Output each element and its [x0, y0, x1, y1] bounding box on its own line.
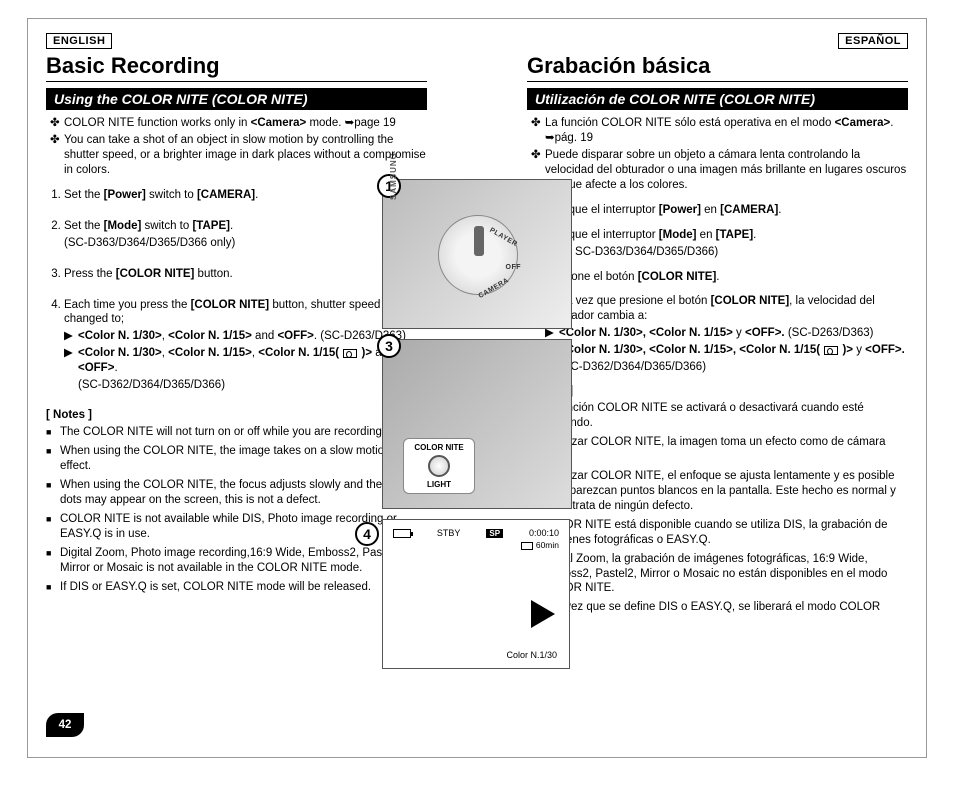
- dial-label-player: PLAYER: [489, 227, 519, 248]
- step-option: <Color N. 1/30>, <Color N. 1/15>, <Color…: [78, 346, 427, 376]
- intro-text: You can take a shot of an object in slow…: [64, 133, 427, 178]
- dial-label-camera: CAMERA: [478, 277, 511, 300]
- step-option: <Color N. 1/30>, <Color N. 1/15>, <Color…: [559, 343, 905, 358]
- title-spanish: Grabación básica: [527, 53, 908, 82]
- notes-list-es: ■La función COLOR NITE se activará o des…: [527, 401, 908, 630]
- step: Set the [Power] switch to [CAMERA].: [64, 188, 427, 203]
- language-tag-english: ENGLISH: [46, 33, 112, 49]
- tape-icon: [521, 542, 533, 550]
- osd-time: 0:00:10: [529, 528, 559, 538]
- note-text: Digital Zoom, la grabación de imágenes f…: [541, 552, 908, 597]
- step-option: <Color N. 1/30>, <Color N. 1/15> and <OF…: [78, 329, 406, 344]
- square-bullet-icon: ■: [46, 444, 60, 474]
- step-option: <Color N. 1/30>, <Color N. 1/15> y <OFF>…: [559, 326, 873, 341]
- intro-text: Puede disparar sobre un objeto a cámara …: [545, 148, 908, 193]
- step-badge: 3: [377, 334, 401, 358]
- figure-column: 1 SAMSUNG PLAYER OFF CAMERA 3 COLOR NITE…: [382, 179, 572, 669]
- title-english: Basic Recording: [46, 53, 427, 82]
- note-text: Al utilizar COLOR NITE, la imagen toma u…: [541, 435, 908, 465]
- step: Coloque el interruptor [Power] en [CAMER…: [545, 203, 908, 218]
- step-note: (SC-D362/D364/D365/D366): [559, 360, 908, 375]
- note-text: When using the COLOR NITE, the focus adj…: [60, 478, 427, 508]
- figure-power-switch: 1 SAMSUNG PLAYER OFF CAMERA: [382, 179, 572, 329]
- square-bullet-icon: ■: [46, 478, 60, 508]
- page-number: 42: [46, 713, 84, 737]
- square-bullet-icon: ■: [46, 546, 60, 576]
- mode-dial-illustration: PLAYER OFF CAMERA: [438, 215, 518, 295]
- figure-color-nite-button: 3 COLOR NITE LIGHT: [382, 339, 572, 509]
- manual-page: ENGLISH Basic Recording Using the COLOR …: [27, 18, 927, 758]
- step-note: (SC-D362/D364/D365/D366): [78, 378, 427, 393]
- osd-top-row: STBY SP 0:00:10: [393, 528, 559, 538]
- step: Presione el botón [COLOR NITE].: [545, 270, 908, 285]
- intro-bullets-en: ✤ COLOR NITE function works only in <Cam…: [50, 116, 427, 178]
- language-tag-spanish: ESPAÑOL: [838, 33, 908, 49]
- steps-list-en: Set the [Power] switch to [CAMERA]. Set …: [64, 188, 427, 393]
- osd-sp-badge: SP: [486, 529, 503, 538]
- brand-label: SAMSUNG: [389, 152, 398, 200]
- step-note: (SC-D363/D364/D365/D366 only): [64, 236, 427, 251]
- intro-text: La función COLOR NITE sólo está operativ…: [545, 116, 908, 146]
- dial-label-off: OFF: [506, 264, 522, 271]
- intro-text: COLOR NITE function works only in <Camer…: [64, 116, 396, 131]
- steps-list-es: Coloque el interruptor [Power] en [CAMER…: [545, 203, 908, 375]
- step: Coloque el interruptor [Mode] en [TAPE].…: [545, 228, 908, 260]
- square-bullet-icon: ■: [46, 425, 60, 440]
- notes-heading-es: [ Notas ]: [527, 385, 908, 397]
- osd-color-nite-status: Color N.1/30: [506, 650, 557, 660]
- note-text: La función COLOR NITE se activará o desa…: [541, 401, 908, 431]
- note-text: Al utilizar COLOR NITE, el enfoque se aj…: [541, 469, 908, 514]
- note-text: Una vez que se define DIS o EASY.Q, se l…: [541, 600, 908, 630]
- note-text: Digital Zoom, Photo image recording,16:9…: [60, 546, 427, 576]
- step: Each time you press the [COLOR NITE] but…: [64, 298, 427, 394]
- lamp-icon: [343, 349, 357, 358]
- color-nite-button-icon: [428, 455, 450, 477]
- step: Cada vez que presione el botón [COLOR NI…: [545, 294, 908, 375]
- square-bullet-icon: ■: [46, 580, 60, 595]
- note-text: When using the COLOR NITE, the image tak…: [60, 444, 427, 474]
- figure-osd-screen: 4 STBY SP 0:00:10 60min Color N.1/30: [382, 519, 570, 669]
- section-heading-spanish: Utilización de COLOR NITE (COLOR NITE): [527, 88, 908, 110]
- notes-list-en: ■The COLOR NITE will not turn on or off …: [46, 425, 427, 594]
- square-bullet-icon: ■: [46, 512, 60, 542]
- play-triangle-icon: [531, 600, 555, 628]
- osd-stby: STBY: [437, 528, 461, 538]
- panel-label-top: COLOR NITE: [404, 443, 474, 452]
- step-note: (Sólo SC-D363/D364/D365/D366): [545, 245, 908, 260]
- triangle-bullet-icon: ▶: [64, 346, 78, 376]
- note-text: If DIS or EASY.Q is set, COLOR NITE mode…: [60, 580, 371, 595]
- step: Press the [COLOR NITE] button.: [64, 267, 427, 282]
- panel-label-bottom: LIGHT: [404, 480, 474, 489]
- battery-icon: [393, 529, 411, 538]
- step: Set the [Mode] switch to [TAPE]. (SC-D36…: [64, 219, 427, 251]
- step-badge: 4: [355, 522, 379, 546]
- diamond-bullet-icon: ✤: [531, 116, 545, 146]
- note-text: The COLOR NITE will not turn on or off w…: [60, 425, 385, 440]
- note-text: COLOR NITE está disponible cuando se uti…: [541, 518, 908, 548]
- notes-heading-en: [ Notes ]: [46, 409, 427, 421]
- intro-bullets-es: ✤ La función COLOR NITE sólo está operat…: [531, 116, 908, 193]
- osd-remaining-row: 60min: [393, 540, 559, 550]
- diamond-bullet-icon: ✤: [50, 133, 64, 178]
- color-nite-button-panel: COLOR NITE LIGHT: [403, 438, 475, 494]
- section-heading-english: Using the COLOR NITE (COLOR NITE): [46, 88, 427, 110]
- diamond-bullet-icon: ✤: [50, 116, 64, 131]
- osd-remaining: 60min: [536, 540, 559, 550]
- triangle-bullet-icon: ▶: [64, 329, 78, 344]
- lamp-icon: [824, 346, 838, 355]
